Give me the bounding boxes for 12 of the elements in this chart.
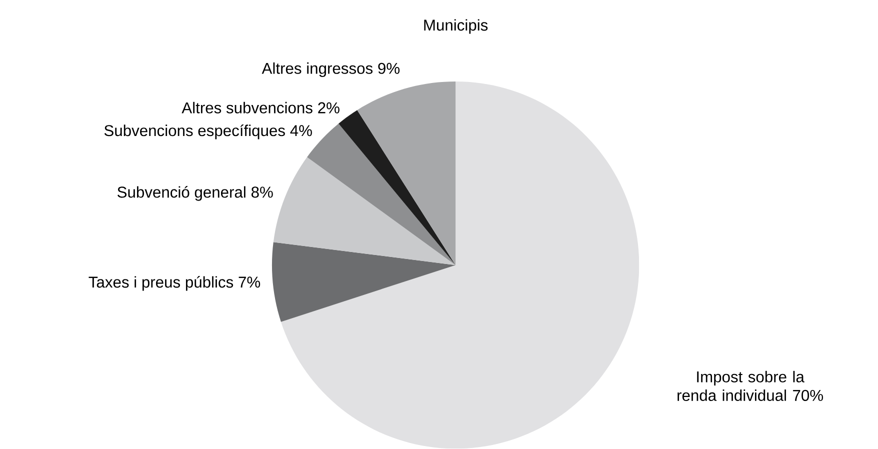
- slice-label: Subvenció general: [118, 186, 246, 201]
- chart-title: Municipis: [424, 19, 488, 34]
- slice-label: Altres subvencions: [182, 102, 312, 114]
- data-label: 8%: [251, 186, 273, 198]
- data-label: 70%: [793, 390, 824, 402]
- slice-label: Altres ingressos: [262, 62, 373, 78]
- data-label: 9%: [378, 63, 400, 74]
- slice-label: Subvencions específiques: [104, 124, 285, 140]
- slice-label: Taxes i preus públics: [88, 276, 234, 291]
- data-label: 7%: [238, 276, 260, 288]
- data-label: 2%: [318, 102, 340, 114]
- data-label: 4%: [290, 125, 312, 136]
